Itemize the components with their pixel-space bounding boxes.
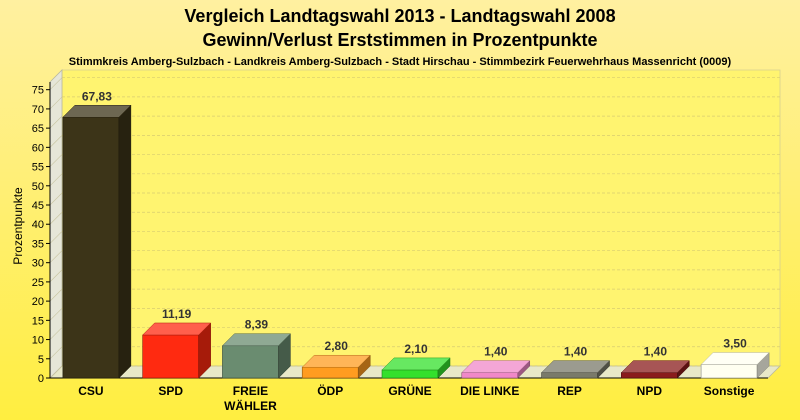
- data-label: 2,80: [325, 339, 349, 353]
- back-wall: [61, 69, 781, 367]
- bar-top: [381, 357, 451, 371]
- bar-top: [142, 322, 212, 336]
- gridline-diagonal: [49, 192, 63, 206]
- x-tick-label: CSU: [78, 384, 103, 398]
- chart-title: Vergleich Landtagswahl 2013 - Landtagswa…: [184, 6, 615, 26]
- bar: [541, 372, 598, 379]
- bar-top: [461, 360, 531, 373]
- y-tick-label: 50: [32, 181, 44, 193]
- y-tick-label: 65: [32, 123, 44, 135]
- y-tick-label: 15: [32, 315, 44, 327]
- gridline-diagonal: [49, 135, 63, 148]
- bar: [301, 366, 359, 379]
- y-tick-label: 70: [32, 104, 44, 116]
- y-tick-label: 30: [32, 258, 44, 270]
- gridline-diagonal: [49, 365, 63, 379]
- data-label: 3,50: [723, 337, 747, 351]
- bar-top: [540, 360, 611, 373]
- y-tick-label: 55: [32, 162, 44, 174]
- x-tick-label: NPD: [637, 384, 663, 398]
- x-tick-label: REP: [557, 384, 582, 398]
- bar: [142, 334, 199, 379]
- x-tick-label: WÄHLER: [224, 398, 277, 413]
- y-tick-label: 45: [32, 200, 44, 212]
- bar-top: [221, 333, 292, 346]
- x-tick-label: DIE LINKE: [460, 384, 519, 398]
- y-tick-label: 10: [32, 335, 44, 347]
- gridline-diagonal: [49, 308, 63, 321]
- y-tick-label: 20: [32, 296, 44, 308]
- gridline-diagonal: [49, 346, 63, 359]
- x-tick-label: GRÜNE: [388, 383, 431, 398]
- bar: [621, 372, 678, 379]
- data-label: 2,10: [404, 342, 428, 356]
- bar-top: [301, 354, 371, 368]
- plot-area: 0 5 10 15 20 25 30 35 40 45 50 55 60 65 70 75 67,83 CSU 11…: [32, 69, 781, 413]
- gridline-diagonal: [49, 212, 63, 225]
- gridline-diagonal: [49, 250, 63, 263]
- y-tick-label: 25: [32, 277, 44, 289]
- gridline-diagonal: [49, 77, 63, 90]
- gridline-diagonal: [49, 96, 63, 110]
- x-tick-label: SPD: [158, 384, 183, 398]
- y-axis-label: Prozentpunkte: [11, 187, 25, 265]
- gridline-diagonal: [49, 115, 63, 129]
- bar: [461, 372, 519, 379]
- y-tick-label: 60: [32, 142, 44, 154]
- bar-top: [62, 105, 132, 118]
- gridline-diagonal: [49, 231, 63, 244]
- y-tick-label: 35: [32, 238, 44, 250]
- chart-subtitle: Gewinn/Verlust Erststimmen in Prozentpun…: [202, 30, 597, 50]
- bar: [381, 369, 439, 379]
- side-wall: [49, 69, 63, 379]
- data-label: 8,39: [245, 318, 269, 332]
- y-tick-label: 0: [38, 373, 44, 385]
- x-tick-label: FREIE: [233, 384, 268, 398]
- bar: [222, 345, 279, 379]
- gridline-diagonal: [49, 173, 63, 187]
- data-label: 67,83: [82, 89, 112, 103]
- data-label: 11,19: [162, 307, 192, 321]
- gridline-diagonal: [49, 154, 63, 167]
- bar-top: [700, 352, 770, 365]
- y-tick-label: 5: [38, 354, 44, 366]
- gridline-diagonal: [49, 288, 63, 302]
- gridline-diagonal: [49, 269, 63, 283]
- y-tick-label: 40: [32, 219, 44, 231]
- bar: [700, 364, 758, 379]
- data-label: 1,40: [644, 345, 668, 359]
- bar-top: [620, 360, 690, 373]
- y-tick-label: 75: [32, 85, 44, 97]
- bar-side: [118, 104, 132, 379]
- data-label: 1,40: [484, 345, 508, 359]
- x-tick-label: Sonstige: [704, 384, 755, 398]
- gridline-diagonal: [49, 327, 63, 340]
- chart-caption: Stimmkreis Amberg-Sulzbach - Landkreis A…: [69, 56, 732, 68]
- bar: [62, 116, 120, 379]
- x-tick-label: ÖDP: [317, 383, 343, 398]
- data-label: 1,40: [564, 345, 588, 359]
